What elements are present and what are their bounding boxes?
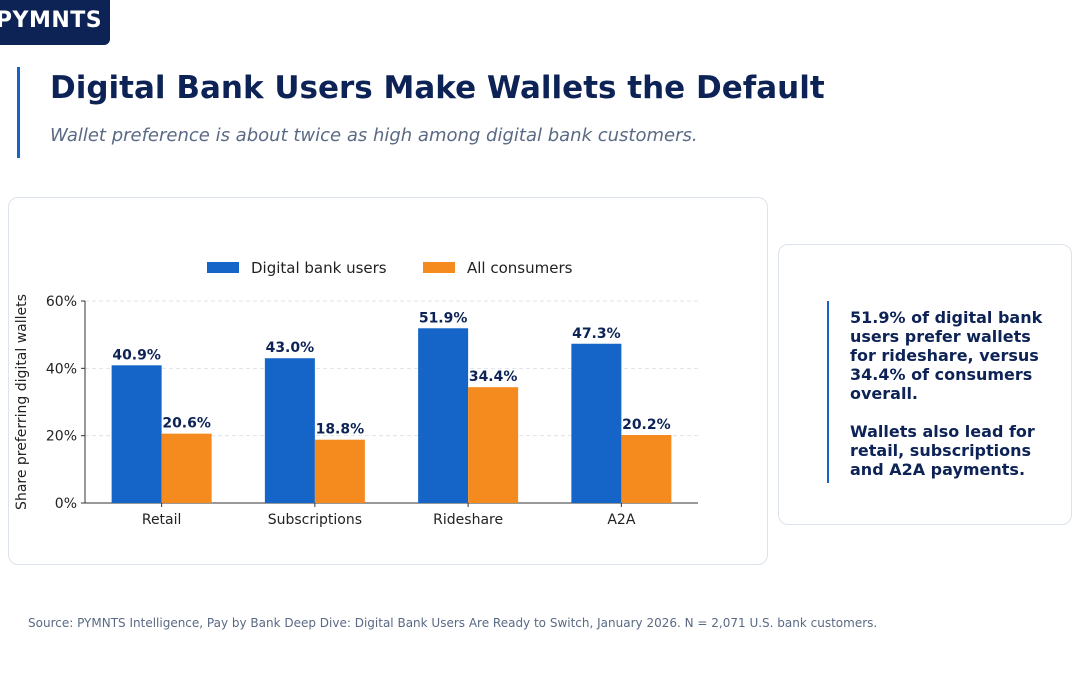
page-subtitle: Wallet preference is about twice as high… [50, 125, 698, 146]
x-tick-label: Retail [142, 512, 182, 528]
x-tick-label: A2A [607, 512, 635, 528]
title-accent-bar [17, 67, 20, 158]
insight-accent-bar [827, 301, 829, 483]
legend-swatch-2 [423, 262, 455, 273]
bar-retail-series-1 [111, 365, 162, 503]
bar-rideshare-series-2 [468, 387, 519, 503]
data-label: 20.6% [162, 416, 211, 432]
bar-subscriptions-series-2 [314, 439, 365, 503]
pymnts-logo: PYMNTS [0, 0, 110, 45]
bar-rideshare-series-1 [418, 328, 469, 503]
data-label: 43.0% [266, 340, 315, 356]
y-tick-label: 60% [46, 294, 77, 310]
bar-subscriptions-series-1 [264, 358, 315, 503]
source-note: Source: PYMNTS Intelligence, Pay by Bank… [28, 616, 878, 630]
data-label: 20.2% [622, 417, 671, 433]
legend-label-2: All consumers [467, 259, 573, 277]
y-tick-label: 40% [46, 361, 77, 377]
data-label: 34.4% [469, 369, 518, 385]
insight-text: 51.9% of digital bank users prefer walle… [850, 308, 1060, 479]
x-tick-label: Subscriptions [268, 512, 362, 528]
chart-card: 0% 20% 40% 60% Share preferring digital wall… [8, 197, 768, 565]
legend-label-1: Digital bank users [251, 259, 387, 277]
data-label: 47.3% [572, 326, 621, 342]
y-tick-label: 20% [46, 429, 77, 445]
y-axis-label: Share preferring digital wallets [14, 294, 30, 510]
page-title: Digital Bank Users Make Wallets the Defa… [50, 70, 825, 106]
bar-retail-series-2 [161, 433, 212, 503]
x-tick-label: Rideshare [433, 512, 503, 528]
y-tick-label: 0% [55, 496, 77, 512]
data-label: 40.9% [112, 347, 161, 363]
bar-a2a-series-2 [621, 434, 672, 503]
insight-line-1: 51.9% of digital bank users prefer walle… [850, 308, 1043, 403]
bar-a2a-series-1 [571, 343, 622, 503]
legend-swatch-1 [207, 262, 239, 273]
bar-chart: 0% 20% 40% 60% Share preferring digital wall… [14, 259, 698, 528]
data-label: 18.8% [316, 422, 365, 438]
insight-line-2: Wallets also lead for retail, subscripti… [850, 422, 1035, 479]
data-label: 51.9% [419, 310, 468, 326]
insight-card: 51.9% of digital bank users prefer walle… [778, 244, 1072, 525]
